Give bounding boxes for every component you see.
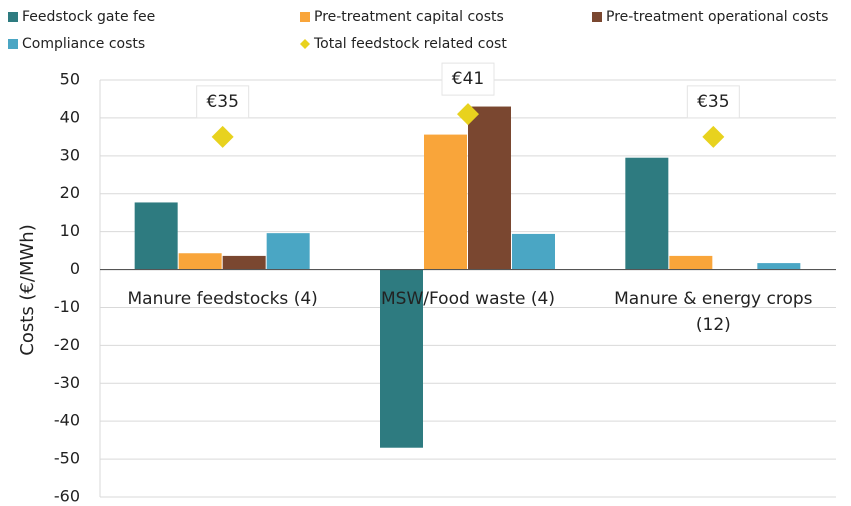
value-label-box [196,85,250,119]
y-tick-label: 30 [60,145,80,164]
legend-label: Compliance costs [22,36,145,52]
legend-label: Total feedstock related cost [313,36,507,52]
value-label-box [686,85,740,119]
y-tick-label: 20 [60,183,80,202]
y-tick-label: -30 [54,373,80,392]
y-tick-label: -60 [54,487,80,506]
value-label: €35 [697,92,729,112]
bar [424,134,467,270]
bar [380,269,423,448]
value-label: €41 [452,69,484,89]
x-tick-label: Manure & energy crops (12) [614,288,813,335]
y-tick-label: 10 [60,221,80,240]
legend-label: Pre-treatment capital costs [314,9,504,25]
bar [178,253,222,270]
y-tick-label: -50 [54,449,80,468]
legend-marker [8,39,18,49]
bar [669,255,713,270]
y-tick-label: 50 [60,70,80,89]
y-tick-label: 0 [70,259,80,278]
total-marker [211,125,234,148]
bar [468,106,511,270]
x-tick-label: MSW/Food waste (4) [381,288,555,309]
legend-marker [592,12,602,22]
bar [512,233,555,270]
y-tick-label: -20 [54,335,80,354]
legend-marker [300,39,310,49]
x-tick-label: Manure feedstocks (4) [127,288,318,309]
value-label-box [441,62,495,96]
y-tick-label: -40 [54,411,80,430]
y-axis-label: Costs (€/MWh) [17,224,38,355]
y-tick-label: 40 [60,107,80,126]
total-marker [702,125,725,148]
total-marker [457,103,479,126]
y-tick-label: -10 [54,297,80,316]
bar [266,233,310,270]
bar [134,202,178,270]
legend-label: Pre-treatment operational costs [606,9,828,25]
bar [625,157,669,270]
value-label: €35 [206,92,238,112]
bar [757,263,801,270]
legend-label: Feedstock gate fee [22,9,155,25]
legend-marker [300,12,310,22]
bar [222,255,266,270]
legend-marker [8,12,18,22]
